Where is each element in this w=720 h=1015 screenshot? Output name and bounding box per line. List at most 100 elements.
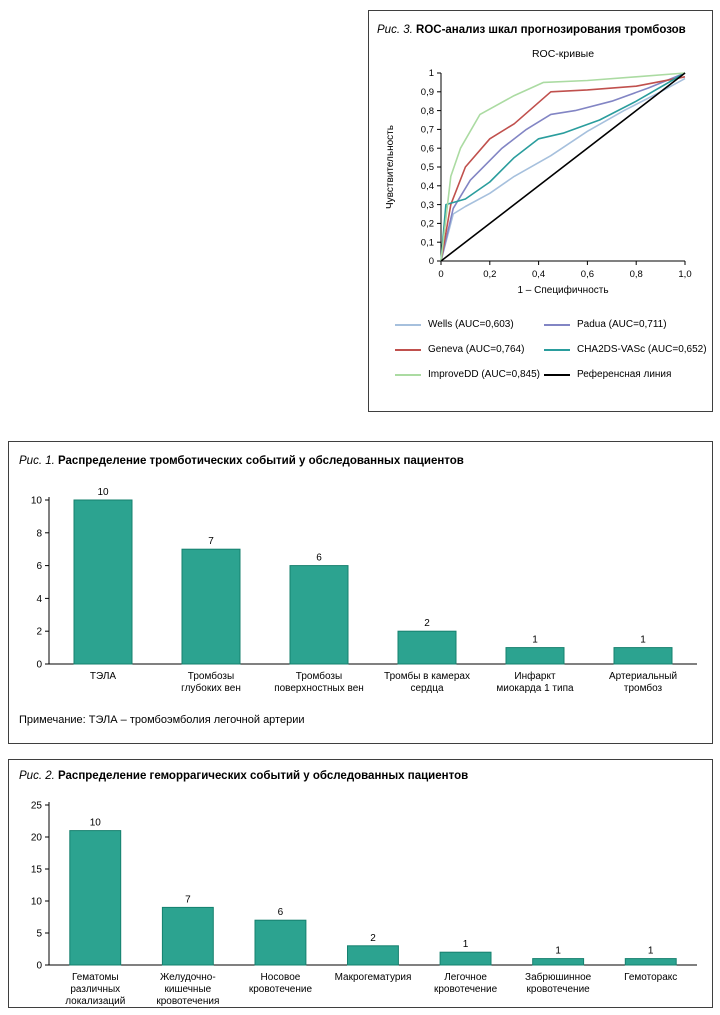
bar [439, 952, 492, 966]
category-label: кровотечение [527, 984, 591, 995]
figure-1-note: Примечание: ТЭЛА – тромбоэмболия легочно… [19, 714, 305, 727]
figure-2-title: Распределение геморрагических событий у … [58, 770, 469, 782]
x-tick-label: 0,2 [483, 269, 496, 280]
figure-3-panel: Рис. 3. ROC-анализ шкал прогнозирования … [368, 10, 713, 412]
category-label: Макрогематурия [335, 972, 412, 983]
figure-3-label: Рис. 3. [377, 24, 413, 36]
chart-title: ROC-кривые [532, 48, 594, 60]
legend-item-4: ImproveDD (AUC=0,845) [395, 369, 540, 380]
bar [532, 958, 585, 966]
legend-line-swatch [543, 323, 570, 326]
category-label: Тромбы в камерах [384, 670, 470, 682]
legend-label: Geneva (AUC=0,764) [428, 344, 525, 356]
bar [613, 647, 673, 665]
y-tick-label: 0,5 [421, 163, 434, 174]
legend-item-2: Geneva (AUC=0,764) [395, 344, 540, 355]
legend-line-swatch [395, 373, 421, 376]
category-label: поверхностных вен [274, 683, 364, 694]
y-tick-label: 0,8 [421, 106, 434, 117]
bar-value-label: 1 [555, 946, 561, 957]
legend-label: CHA2DS-VASc (AUC=0,652) [576, 344, 707, 356]
bar-value-label: 2 [424, 619, 430, 630]
legend-label: Wells (AUC=0,603) [428, 319, 514, 331]
roc-curve-4 [440, 72, 686, 262]
category-label: Тромбозы [296, 670, 342, 682]
category-label: различных [70, 984, 120, 995]
category-label: тромбоз [624, 682, 663, 694]
roc-legend: Wells (AUC=0,603) Padua (AUC=0,711) Geneva… [377, 307, 707, 380]
hemorrhagic-events-bar-chart: 0 5 10 15 20 25 10 Гематомыразличныхлокализаций… [31, 801, 697, 1007]
figure-2-caption: Рис. 2. Распределение геморрагических со… [19, 769, 702, 783]
bar [73, 499, 133, 665]
bar [181, 549, 241, 665]
y-tick-label: 20 [31, 833, 43, 844]
category-label: Инфаркт [514, 670, 556, 682]
bar [69, 830, 122, 966]
bar [347, 945, 399, 966]
legend-item-3: CHA2DS-VASc (AUC=0,652) [543, 344, 707, 356]
category-label: Забрюшинное [525, 971, 592, 983]
category-label: ТЭЛА [90, 671, 117, 682]
x-tick-label: 0 [438, 269, 443, 280]
y-tick-label: 6 [36, 561, 42, 572]
bar-value-label: 7 [185, 895, 191, 906]
y-tick-label: 4 [36, 594, 42, 605]
y-tick-label: 10 [31, 496, 43, 507]
category-label: Гемоторакс [624, 972, 677, 983]
y-axis-title: Чувствительность [385, 125, 396, 209]
legend-label: ImproveDD (AUC=0,845) [428, 369, 540, 381]
figure-2-panel: Рис. 2. Распределение геморрагических со… [8, 759, 713, 1008]
category-label: локализаций [65, 996, 125, 1007]
y-tick-label: 0 [36, 660, 42, 671]
y-tick-label: 0,7 [421, 125, 434, 136]
y-tick-label: 2 [36, 627, 42, 638]
x-tick-label: 0,6 [581, 269, 594, 280]
x-tick-label: 0,8 [630, 269, 643, 280]
roc-curve-2 [440, 76, 686, 262]
y-tick-label: 8 [36, 529, 42, 540]
bar-value-label: 1 [532, 635, 538, 646]
category-label: Тромбозы [188, 670, 234, 682]
category-label: кровотечение [434, 984, 498, 995]
bar [289, 565, 349, 665]
category-label: кровотечения [156, 996, 219, 1007]
legend-item-1: Padua (AUC=0,711) [543, 319, 707, 330]
figure-1-panel: Рис. 1. Распределение тромботических соб… [8, 441, 713, 744]
y-tick-label: 10 [31, 897, 43, 908]
bar [161, 907, 214, 966]
x-tick-label: 0,4 [532, 269, 545, 280]
bar-value-label: 2 [370, 933, 376, 944]
legend-item-0: Wells (AUC=0,603) [395, 319, 540, 330]
legend-line-swatch [543, 373, 570, 376]
category-label: Носовое [261, 972, 301, 983]
bar-value-label: 6 [278, 908, 284, 919]
figure-1-label: Рис. 1. [19, 455, 55, 467]
bar [397, 631, 457, 665]
figure-3-caption: Рис. 3. ROC-анализ шкал прогнозирования … [377, 23, 704, 37]
y-tick-label: 0 [429, 257, 434, 268]
bar-value-label: 10 [97, 487, 109, 498]
bar-value-label: 1 [648, 946, 654, 957]
category-label: Артериальный [609, 671, 677, 682]
category-label: Легочное [444, 972, 487, 983]
roc-curve-1 [440, 72, 686, 262]
y-tick-label: 1 [429, 69, 434, 80]
legend-item-5: Референсная линия [543, 369, 707, 380]
y-tick-label: 5 [36, 929, 42, 940]
roc-curve-0 [440, 78, 686, 262]
y-tick-label: 25 [31, 801, 43, 812]
y-tick-label: 0,2 [421, 219, 434, 230]
y-tick-label: 15 [31, 865, 43, 876]
bar-value-label: 1 [640, 635, 646, 646]
x-axis-title: 1 – Специфичность [517, 284, 608, 296]
bar-value-label: 10 [90, 818, 102, 829]
figure-3-title: ROC-анализ шкал прогнозирования тромбозо… [416, 24, 686, 36]
roc-curve-5 [440, 72, 686, 263]
bar [505, 647, 565, 665]
bar-value-label: 7 [208, 537, 214, 548]
y-tick-label: 0,6 [421, 144, 434, 155]
figure-2-label: Рис. 2. [19, 770, 55, 782]
bar-value-label: 6 [316, 553, 322, 564]
